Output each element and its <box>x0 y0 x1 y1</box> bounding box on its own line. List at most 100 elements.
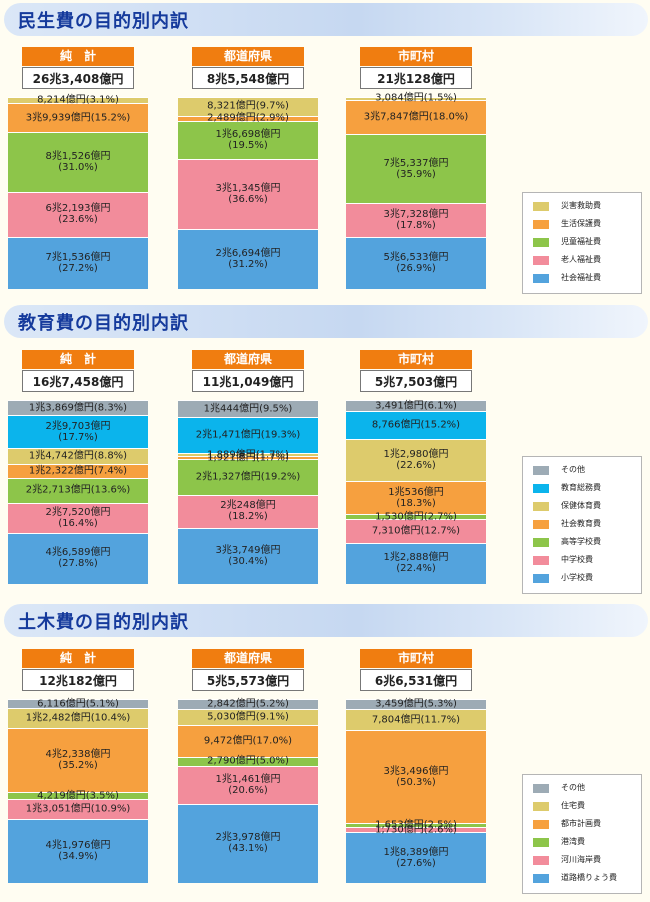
legend-swatch <box>533 802 549 811</box>
segment-label: 8,214億円(3.1%) <box>37 94 119 106</box>
segment-label: 3兆7,328億円 (17.8%) <box>383 209 449 232</box>
bar-segment <box>346 411 486 440</box>
segment-label: 8,321億円(9.7%) <box>207 100 289 112</box>
bar-segment <box>8 102 148 133</box>
bar-segment <box>8 400 148 416</box>
segment-label: 7,310億円(12.7%) <box>371 525 461 537</box>
column-header: 市町村 <box>360 350 472 369</box>
legend-swatch <box>533 484 549 493</box>
segment-label: 2兆7,520億円 (16.4%) <box>45 506 111 529</box>
segment-label: 4,219億円(3.5%) <box>37 790 119 801</box>
stacked-bar <box>346 400 486 584</box>
segment-label: 4兆6,589億円 (27.8%) <box>45 547 111 570</box>
legend-swatch <box>533 466 549 475</box>
column-total: 11兆1,049億円 <box>192 370 304 392</box>
bar-segment <box>178 803 318 883</box>
bar-segment <box>8 532 148 584</box>
segment-label: 1兆3,051億円(10.9%) <box>25 803 131 815</box>
column-total: 5兆7,503億円 <box>360 370 472 392</box>
bar-segment <box>178 115 318 122</box>
legend-label: 生活保護費 <box>561 219 601 228</box>
legend-label: 中学校費 <box>561 555 593 564</box>
bar-segment <box>178 97 318 116</box>
legend-label: 教育総務費 <box>561 483 601 492</box>
legend-label: 保健体育費 <box>561 501 601 510</box>
column-header: 純 計 <box>22 350 134 369</box>
segment-label: 3,459億円(5.3%) <box>375 698 457 710</box>
bar-segment <box>178 456 318 460</box>
segment-label: 7兆1,536億円 (27.2%) <box>45 251 111 274</box>
segment-label: 1兆6,698億円 (19.5%) <box>215 128 281 151</box>
bar-segment <box>178 699 318 709</box>
bar-segment <box>346 400 486 412</box>
bar-segment <box>8 464 148 478</box>
bar-segment <box>346 99 486 135</box>
segment-label: 3兆7,847億円(18.0%) <box>363 111 469 123</box>
segment-label: 7兆5,337億円 (35.9%) <box>383 157 449 180</box>
bar-segment <box>8 699 148 709</box>
stacked-bar <box>178 400 318 584</box>
legend-label: 老人福祉費 <box>561 255 601 264</box>
bar-segment <box>8 727 148 793</box>
legend-label: 児童福祉費 <box>561 237 601 246</box>
legend-swatch <box>533 202 549 211</box>
segment-label: 2兆248億円 (18.2%) <box>220 500 276 523</box>
legend-swatch <box>533 820 549 829</box>
bar-segment <box>346 519 486 543</box>
bar-segment <box>346 514 486 520</box>
segment-label: 1,530億円(2.7%) <box>375 511 457 523</box>
segment-label: 1兆8,389億円 (27.6%) <box>383 846 449 869</box>
bar-segment <box>178 459 318 495</box>
bar-segment <box>346 134 486 204</box>
bar-segment <box>8 477 148 503</box>
legend-label: 河川海岸費 <box>561 855 601 864</box>
legend-swatch <box>533 874 549 883</box>
bar-segment <box>178 417 318 453</box>
segment-label: 3兆3,749億円 (30.4%) <box>215 545 281 568</box>
bar-segment <box>178 452 318 457</box>
bar-segment <box>346 708 486 731</box>
legend-swatch <box>533 520 549 529</box>
bar-segment <box>346 730 486 823</box>
column-header: 市町村 <box>360 649 472 668</box>
segment-label: 1兆2,888億円 (22.4%) <box>383 552 449 575</box>
segment-label: 5兆6,533億円 (26.9%) <box>383 252 449 275</box>
segment-label: 8兆1,526億円 (31.0%) <box>45 150 111 173</box>
bar-segment <box>8 191 148 237</box>
legend: 災害救助費 生活保護費 児童福祉費 老人福祉費 社会福祉費 <box>522 192 642 294</box>
segment-label: 3,491億円(6.1%) <box>375 400 457 412</box>
legend: その他 教育総務費 保健体育費 社会教育費 高等学校費 中学校費 小学校費 <box>522 456 642 594</box>
bar-segment <box>8 792 148 799</box>
legend-swatch <box>533 856 549 865</box>
segment-label: 1兆3,869億円(8.3%) <box>28 402 128 414</box>
legend-label: 道路橋りょう費 <box>561 873 617 882</box>
bar-segment <box>8 132 148 192</box>
segment-label: 9,472億円(17.0%) <box>203 735 293 747</box>
segment-label: 4兆1,976億円 (34.9%) <box>45 839 111 862</box>
segment-label: 2兆1,471億円(19.3%) <box>195 429 301 441</box>
legend-label: 小学校費 <box>561 573 593 582</box>
legend-swatch <box>533 538 549 547</box>
bar-segment <box>8 818 148 883</box>
segment-label: 1,730億円(2.6%) <box>375 824 457 836</box>
column-total: 5兆5,573億円 <box>192 669 304 691</box>
bar-segment <box>346 439 486 481</box>
section-title: 民生費の目的別内訳 <box>18 11 189 32</box>
segment-label: 6,116億円(5.1%) <box>37 698 119 710</box>
segment-label: 5,030億円(9.1%) <box>207 711 289 723</box>
segment-label: 1兆4,742億円(8.8%) <box>28 450 128 462</box>
bar-segment <box>346 237 486 289</box>
segment-label: 2,842億円(5.2%) <box>207 698 289 710</box>
segment-label: 2,489億円(2.9%) <box>207 112 289 124</box>
segment-label: 3,084億円(1.5%) <box>375 92 457 104</box>
segment-label: 1兆2,322億円(7.4%) <box>28 465 128 477</box>
bar-segment <box>178 494 318 529</box>
bar-segment <box>8 236 148 289</box>
bar-segment <box>346 699 486 709</box>
legend-swatch <box>533 574 549 583</box>
bar-segment <box>346 203 486 238</box>
section-header: 民生費の目的別内訳 <box>4 3 648 36</box>
segment-label: 8,766億円(15.2%) <box>371 419 461 431</box>
bar-segment <box>178 229 318 289</box>
stacked-bar <box>178 97 318 289</box>
